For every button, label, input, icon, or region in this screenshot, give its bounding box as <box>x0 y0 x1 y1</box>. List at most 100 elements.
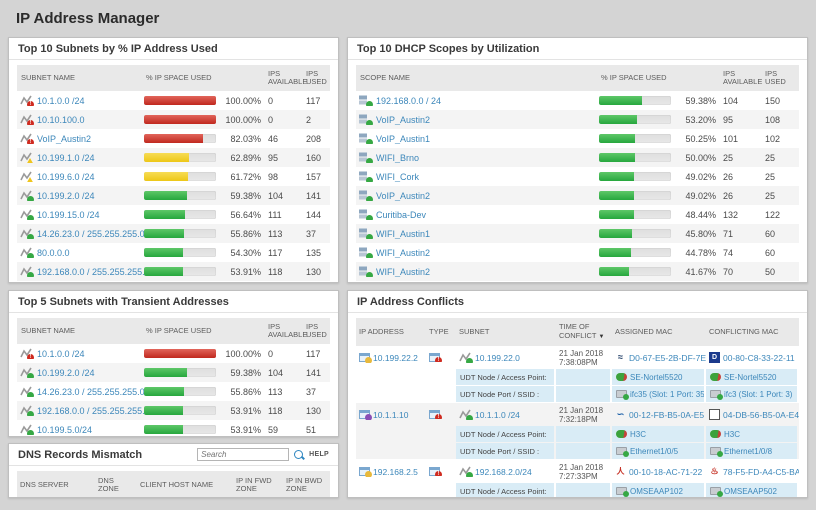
subnet-link[interactable]: 10.199.2.0 /24 <box>37 190 95 201</box>
ips-available-value: 95 <box>268 152 279 163</box>
ips-used-value: 37 <box>306 228 317 239</box>
subnet-link[interactable]: 10.1.0.0 /24 <box>37 348 85 359</box>
ips-available-value: 26 <box>723 190 734 201</box>
table-header: SUBNET NAME % IP SPACE USED IPS AVAILABL… <box>17 318 330 344</box>
conflict-detail-row: UDT Node / Access Point: H3C H3C <box>356 426 799 442</box>
status-dot-icon <box>27 196 34 201</box>
conflict-detail-row: UDT Node / Access Point: OMSEAAP102 OMSE… <box>356 483 799 497</box>
usage-bar <box>144 349 216 358</box>
scope-link[interactable]: VoIP_Austin2 <box>376 114 431 125</box>
subnet-link[interactable]: 10.199.15.0 /24 <box>37 209 100 220</box>
scope-link[interactable]: WIFI_Brno <box>376 152 420 163</box>
subnet-link[interactable]: 14.26.23.0 / 255.255.255.0 <box>37 386 144 397</box>
usage-bar <box>599 267 671 276</box>
ips-available-value: 70 <box>723 266 734 277</box>
search-input[interactable] <box>197 448 290 461</box>
ips-used-value: 150 <box>765 95 781 106</box>
table-row: VoIP_Austin2 53.20% 95 108 <box>356 110 799 129</box>
dhcp-scope-icon <box>359 152 373 163</box>
conflicting-device-link[interactable]: H3C <box>724 429 741 439</box>
port-icon <box>616 390 629 400</box>
conflicting-mac-link[interactable]: 04-DB-56-B5-0A-E4 <box>723 409 799 420</box>
conflict-subnet-link[interactable]: 10.199.22.0 <box>475 352 520 363</box>
sort-header-time-of-conflict[interactable]: TIME OF CONFLICT ▼ <box>559 322 605 340</box>
conflict-subnet-link[interactable]: 192.168.2.0/24 <box>475 466 532 477</box>
scope-link[interactable]: WIFI_Austin1 <box>376 228 431 239</box>
scope-link[interactable]: WIFI_Cork <box>376 171 420 182</box>
subnet-link[interactable]: 10.199.2.0 /24 <box>37 367 95 378</box>
scope-link[interactable]: VoIP_Austin2 <box>376 190 431 201</box>
assigned-device-link[interactable]: H3C <box>630 429 647 439</box>
conflict-subnet-link[interactable]: 10.1.1.0 /24 <box>475 409 520 420</box>
usage-bar <box>144 248 216 257</box>
usage-bar <box>144 172 216 181</box>
subnet-link[interactable]: 10.199.6.0 /24 <box>37 171 95 182</box>
subnet-link[interactable]: 192.168.0.0 / 255.255.255.0 <box>37 266 144 277</box>
subnet-link[interactable]: 80.0.0.0 <box>37 247 70 258</box>
assigned-device-link[interactable]: ifc35 (Slot: 1 Port: 35) <box>630 389 704 399</box>
assigned-mac-link[interactable]: 00-12-FB-B5-0A-E5 <box>629 409 705 420</box>
subnet-link[interactable]: 192.168.0.0 / 255.255.255.0 <box>37 405 144 416</box>
ips-used-value: 135 <box>306 247 322 258</box>
pct-used-value: 54.30% <box>230 247 261 258</box>
subnet-icon <box>20 190 34 201</box>
conflict-ip-link[interactable]: 10.1.1.10 <box>373 409 409 420</box>
dhcp-scope-icon <box>359 247 373 258</box>
conflict-ip-link[interactable]: 192.168.2.5 <box>373 466 418 477</box>
usage-bar <box>144 368 216 377</box>
scope-link[interactable]: Curitiba-Dev <box>376 209 427 220</box>
subnet-link[interactable]: 10.199.5.0/24 <box>37 424 93 435</box>
switch-icon <box>710 430 721 438</box>
assigned-device-link[interactable]: Ethernet1/0/5 <box>630 446 679 456</box>
pct-used-value: 49.02% <box>685 171 716 182</box>
help-link[interactable]: HELP <box>309 450 329 458</box>
conflicting-device-link[interactable]: OMSEAAP502 <box>724 486 777 496</box>
subnet-icon <box>20 386 34 397</box>
scope-link[interactable]: 192.168.0.0 / 24 <box>376 95 442 106</box>
pct-used-value: 62.89% <box>230 152 261 163</box>
table-header: IP ADDRESS TYPE SUBNET TIME OF CONFLICT … <box>356 318 799 346</box>
ips-used-value: 25 <box>765 171 776 182</box>
table-row: 10.199.6.0 /24 61.72% 98 157 <box>17 167 330 186</box>
table-row: 10.199.2.0 /24 59.38% 104 141 <box>17 186 330 205</box>
scope-link[interactable]: VoIP_Austin1 <box>376 133 431 144</box>
usage-bar <box>599 134 671 143</box>
subnet-link[interactable]: 10.10.100.0 <box>37 114 85 125</box>
conflicting-device-link[interactable]: Ethernet1/0/8 <box>724 446 773 456</box>
table-row: Curitiba-Dev 48.44% 132 122 <box>356 205 799 224</box>
subnet-link[interactable]: 10.199.1.0 /24 <box>37 152 95 163</box>
subnet-link[interactable]: 14.26.23.0 / 255.255.255.0 <box>37 228 144 239</box>
status-dot-icon <box>27 120 34 125</box>
assigned-mac-link[interactable]: D0-67-E5-2B-DF-7E <box>629 352 706 363</box>
subnet-link[interactable]: VoIP_Austin2 <box>37 133 92 144</box>
subnet-icon <box>20 114 34 125</box>
usage-bar <box>144 387 216 396</box>
table-header: SCOPE NAME % IP SPACE USED IPS AVAILABLE… <box>356 65 799 91</box>
ips-used-value: 144 <box>306 209 322 220</box>
subnet-link[interactable]: 10.1.0.0 /24 <box>37 95 85 106</box>
conflict-time: 21 Jan 2018 7:27:33PM <box>559 462 604 481</box>
conflicting-device-link[interactable]: ifc3 (Slot: 1 Port: 3) <box>724 389 793 399</box>
conflict-ip-link[interactable]: 10.199.22.2 <box>373 352 418 363</box>
assigned-mac-link[interactable]: 00-10-18-AC-71-22 <box>629 466 703 477</box>
conflicting-mac-link[interactable]: 00-80-C8-33-22-11 <box>723 352 795 363</box>
usage-bar <box>599 229 671 238</box>
dhcp-scope-icon <box>359 133 373 144</box>
table-row: 14.26.23.0 / 255.255.255.0 55.86% 113 37 <box>17 382 330 401</box>
assigned-device-link[interactable]: OMSEAAP102 <box>630 486 683 496</box>
panel-top5-transient-subnets: Top 5 Subnets with Transient Addresses S… <box>8 290 339 437</box>
conflict-time: 21 Jan 2018 7:38:08PM <box>559 348 604 367</box>
subnet-icon <box>459 409 473 420</box>
panel-dns-records-mismatch: DNS Records Mismatch HELP DNS SERVER DNS… <box>8 443 339 498</box>
conflicting-mac-link[interactable]: 78-F5-FD-A4-C5-BA <box>723 466 799 477</box>
panel-top10-dhcp-scopes: Top 10 DHCP Scopes by Utilization SCOPE … <box>347 37 808 283</box>
conflicting-device-link[interactable]: SE-Nortel5520 <box>724 372 777 382</box>
search-icon[interactable] <box>293 449 305 461</box>
table-row: 10.199.2.0 /24 59.38% 104 141 <box>17 363 330 382</box>
scope-link[interactable]: WIFI_Austin2 <box>376 266 431 277</box>
table-row: 14.26.23.0 / 255.255.255.0 55.86% 113 37 <box>17 224 330 243</box>
assigned-device-link[interactable]: SE-Nortel5520 <box>630 372 683 382</box>
scope-link[interactable]: WIFI_Austin2 <box>376 247 431 258</box>
conflict-time: 21 Jan 2018 7:32:18PM <box>559 405 604 424</box>
ips-used-value: 117 <box>306 348 321 359</box>
